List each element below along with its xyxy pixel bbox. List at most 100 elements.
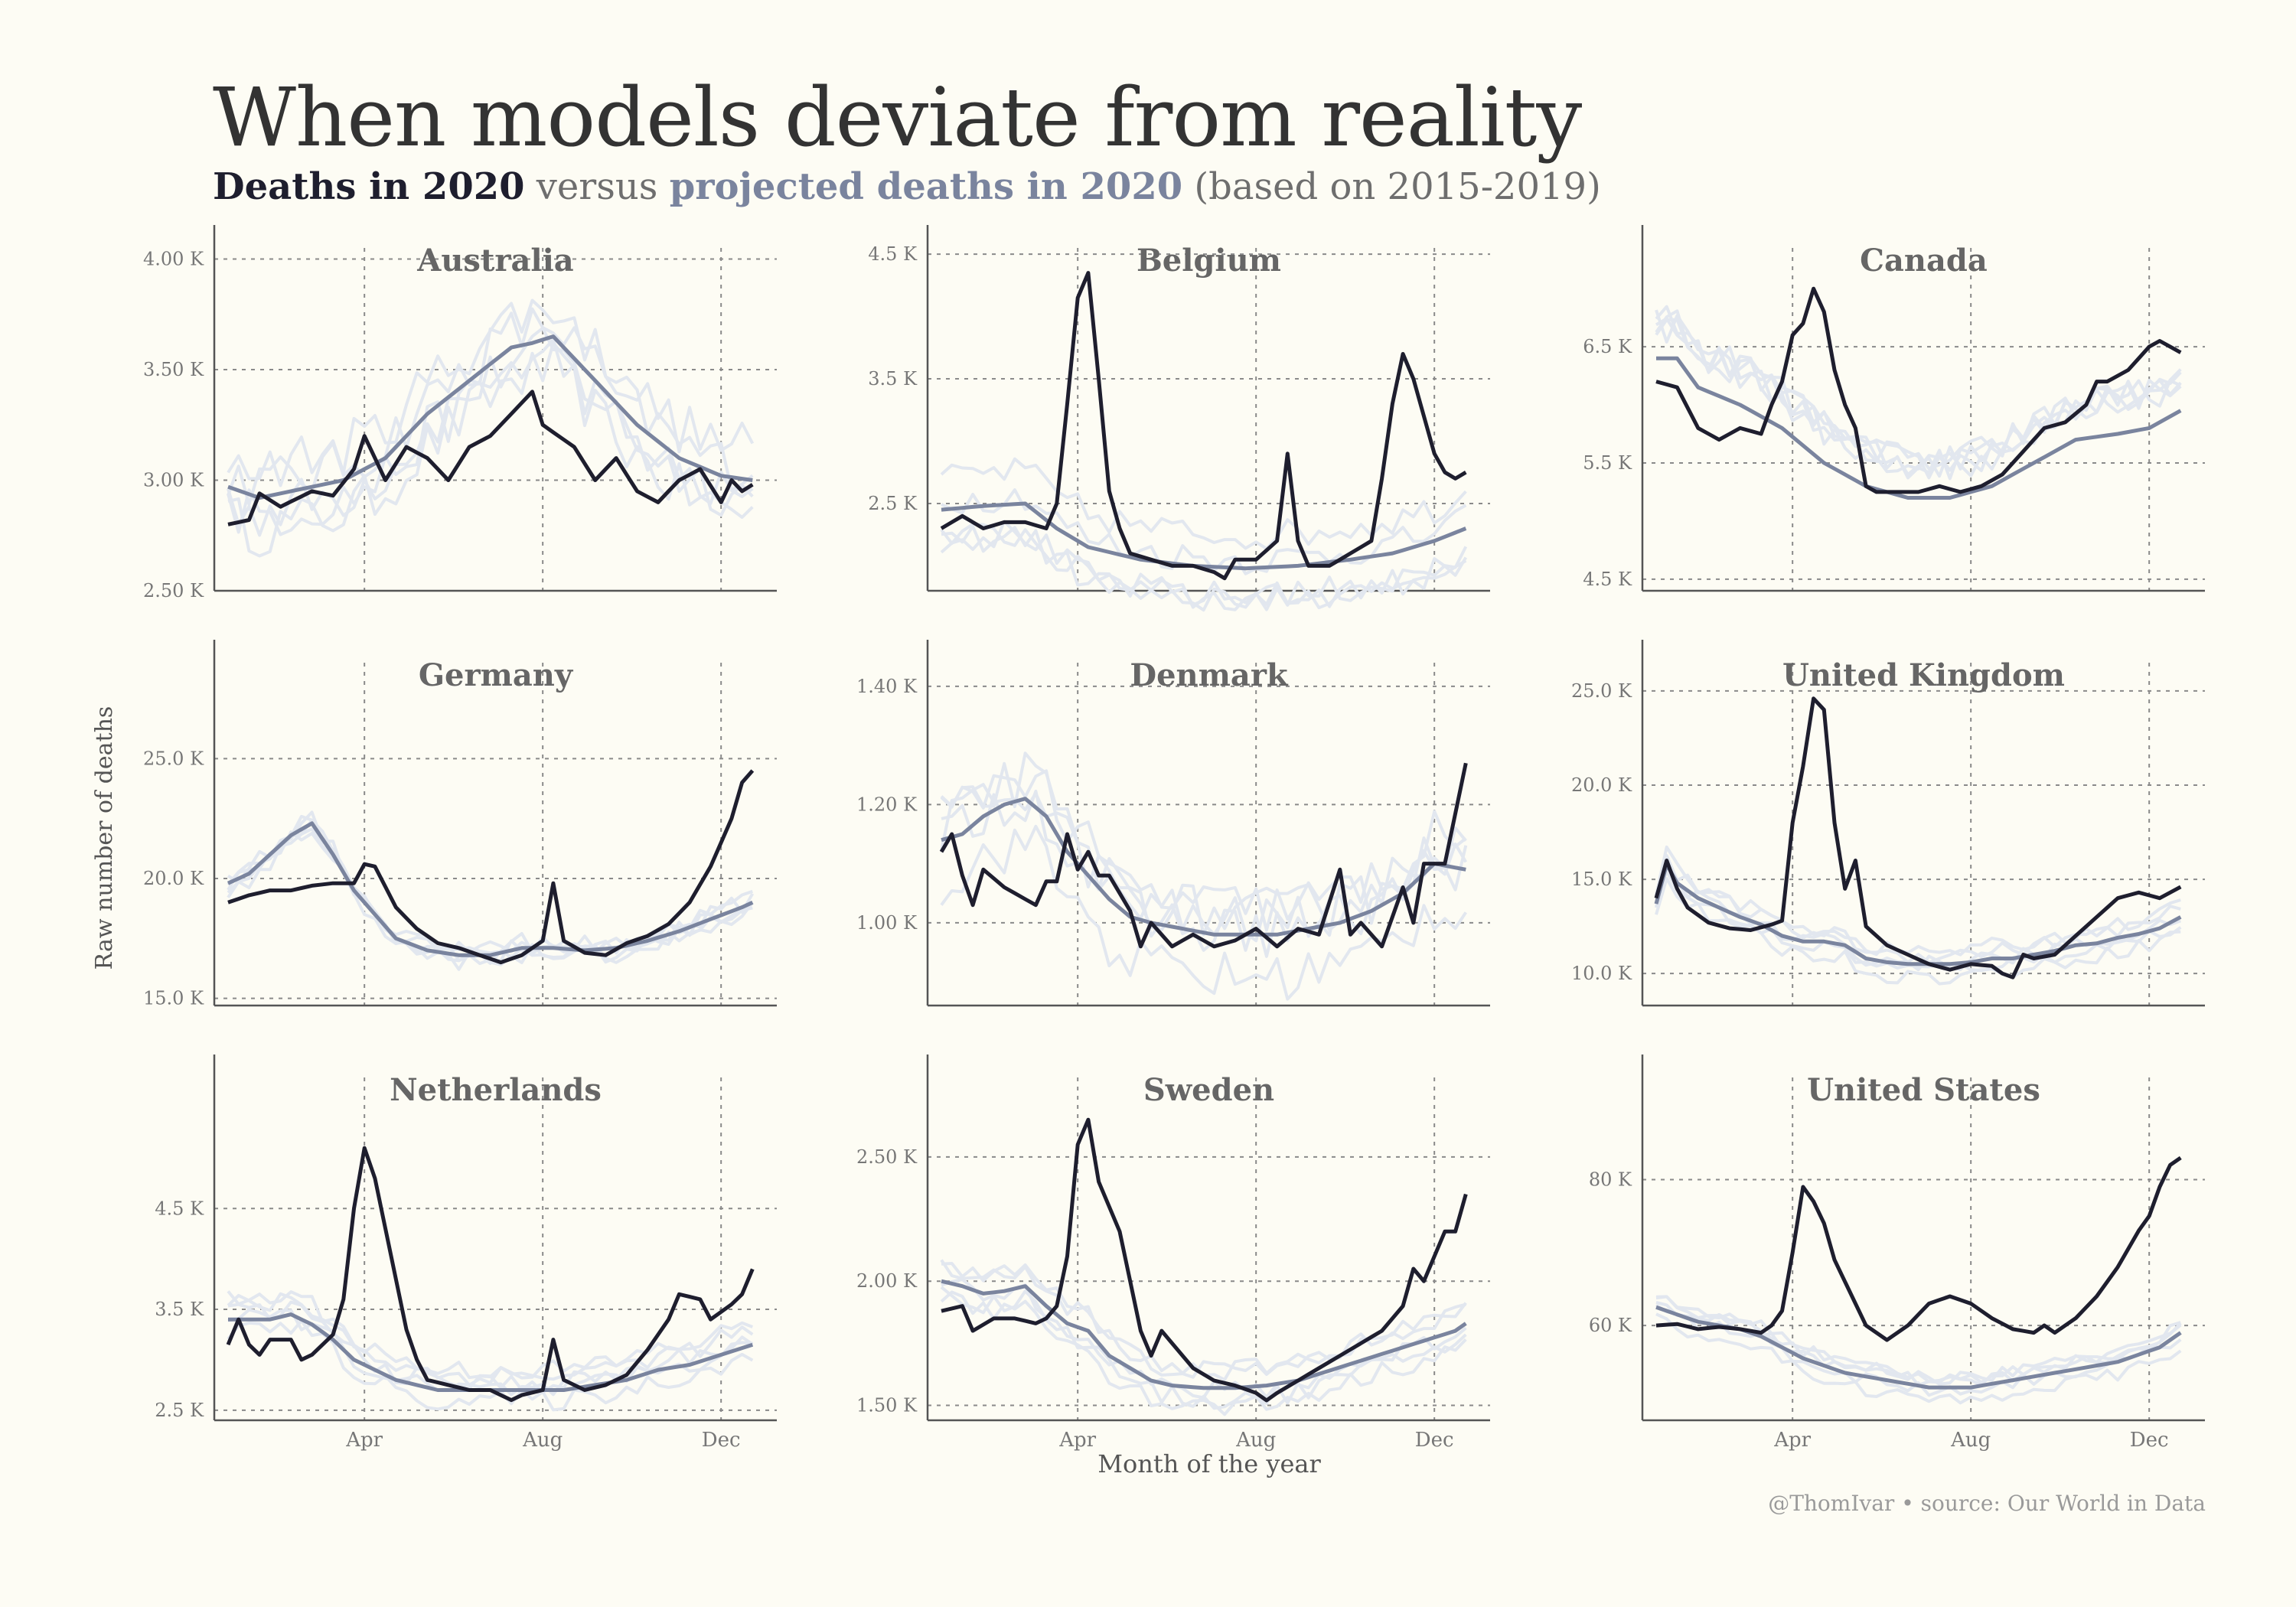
y-tick-label: 3.50 K	[143, 359, 204, 380]
history-line	[1655, 845, 2181, 957]
actual-deaths-line	[941, 1117, 1468, 1403]
y-tick-label: 60 K	[1589, 1315, 1632, 1336]
history-line	[227, 827, 753, 966]
source-caption: @ThomIvar • source: Our World in Data	[1768, 1491, 2206, 1516]
history-line	[1655, 305, 2182, 478]
panel-title: United States	[1807, 1072, 2040, 1108]
panel-united-states: 60 K 80 K Apr Aug Dec United States	[1589, 1054, 2205, 1452]
panel-title: Netherlands	[390, 1072, 602, 1108]
y-tick-label: 1.50 K	[856, 1395, 918, 1416]
y-tick-label: 3.00 K	[143, 469, 204, 491]
actual-deaths-line	[939, 762, 1468, 949]
panel-title: Canada	[1860, 243, 1988, 279]
history-line	[227, 341, 754, 558]
y-tick-label: 20.0 K	[1571, 774, 1632, 796]
panel-title: Germany	[419, 657, 574, 693]
panel-australia: 2.50 K 3.00 K 3.50 K 4.00 K Australia	[143, 225, 777, 601]
actual-deaths-line	[227, 390, 754, 526]
y-tick-label: 4.00 K	[143, 248, 204, 269]
x-tick-label: Dec	[1415, 1429, 1454, 1452]
history-line	[940, 1259, 1466, 1379]
panel-title: United Kingdom	[1782, 657, 2065, 693]
history-line	[227, 830, 754, 971]
panel-belgium: 2.5 K 3.5 K 4.5 K Belgium	[868, 225, 1490, 612]
panel-united-kingdom: 10.0 K 15.0 K 20.0 K 25.0 K United Kingdom	[1571, 640, 2205, 1007]
y-tick-label: 3.5 K	[868, 368, 918, 390]
x-axis-label: Month of the year	[1097, 1449, 1321, 1478]
history-line	[940, 1286, 1467, 1410]
panel-title: Belgium	[1137, 243, 1281, 279]
y-tick-label: 1.40 K	[856, 676, 918, 697]
x-tick-label: Aug	[1950, 1429, 1991, 1452]
y-tick-label: 1.00 K	[856, 912, 918, 934]
y-tick-label: 4.5 K	[155, 1198, 204, 1219]
y-tick-label: 2.50 K	[856, 1146, 918, 1168]
actual-deaths-line	[940, 271, 1467, 581]
y-tick-label: 4.5 K	[1583, 569, 1632, 590]
history-line	[940, 457, 1467, 550]
y-tick-label: 1.20 K	[856, 794, 918, 815]
y-tick-label: 3.5 K	[155, 1299, 204, 1320]
y-tick-label: 10.0 K	[1571, 963, 1632, 984]
panel-canada: 4.5 K 5.5 K 6.5 K Canada	[1583, 225, 2205, 592]
y-tick-label: 6.5 K	[1583, 336, 1632, 357]
history-line	[227, 1319, 754, 1412]
panel-title: Australia	[416, 243, 573, 279]
panel-germany: 15.0 K 20.0 K 25.0 K Germany	[143, 640, 777, 1009]
y-tick-label: 5.5 K	[1583, 452, 1632, 474]
history-line	[227, 298, 755, 487]
y-tick-label: 15.0 K	[1571, 869, 1632, 890]
y-tick-label: 25.0 K	[1571, 680, 1632, 702]
history-line	[227, 1300, 754, 1394]
history-line	[1655, 317, 2182, 478]
history-line	[1655, 876, 2181, 986]
history-line	[940, 1290, 1467, 1416]
y-tick-label: 2.5 K	[868, 493, 918, 514]
subtitle-projected-series: projected deaths in 2020	[669, 165, 1183, 208]
x-tick-label: Dec	[702, 1429, 741, 1452]
history-line	[1655, 854, 2181, 964]
history-line	[940, 783, 1468, 943]
history-line	[1655, 1295, 2182, 1384]
y-tick-label: 15.0 K	[143, 988, 204, 1009]
actual-deaths-line	[226, 1146, 755, 1403]
y-tick-label: 2.50 K	[143, 580, 204, 601]
actual-deaths-line	[1655, 1156, 2182, 1342]
history-line	[227, 1292, 754, 1387]
x-tick-label: Aug	[1235, 1429, 1276, 1452]
y-tick-label: 25.0 K	[143, 748, 204, 769]
y-tick-label: 4.5 K	[868, 243, 918, 265]
history-line	[940, 520, 1468, 611]
subtitle-actual-series: Deaths in 2020	[213, 165, 525, 208]
projected-deaths-line	[941, 501, 1467, 571]
y-tick-label: 2.5 K	[155, 1400, 204, 1421]
chart-subtitle: Deaths in 2020 versus projected deaths i…	[213, 165, 1601, 208]
y-tick-label: 80 K	[1589, 1169, 1632, 1190]
x-tick-label: Aug	[522, 1429, 563, 1452]
projected-deaths-line	[1656, 356, 2182, 500]
projected-deaths-line	[227, 334, 753, 500]
x-tick-label: Apr	[345, 1429, 383, 1452]
panel-netherlands: 2.5 K 3.5 K 4.5 K Apr Aug Dec Netherlands	[155, 1054, 777, 1452]
subtitle-baseline: (based on 2015-2019)	[1182, 165, 1601, 208]
panel-title: Denmark	[1130, 657, 1289, 693]
projected-deaths-line	[941, 797, 1466, 937]
history-line	[1655, 1295, 2181, 1386]
history-line	[227, 337, 754, 536]
actual-deaths-line	[227, 769, 755, 965]
history-line	[227, 326, 754, 537]
history-line	[1655, 1312, 2182, 1405]
x-tick-label: Apr	[1773, 1429, 1811, 1452]
y-tick-label: 20.0 K	[143, 868, 204, 889]
panel-sweden: 1.50 K 2.00 K 2.50 K Apr Aug Dec Sweden	[856, 1054, 1490, 1452]
actual-deaths-line	[1655, 286, 2182, 494]
panel-title: Sweden	[1143, 1072, 1274, 1108]
history-line	[940, 824, 1467, 1001]
history-line	[1655, 309, 2182, 471]
panel-denmark: 1.00 K 1.20 K 1.40 K Denmark	[856, 640, 1490, 1007]
projected-deaths-line	[227, 821, 754, 957]
history-line	[940, 769, 1467, 932]
x-tick-label: Dec	[2130, 1429, 2169, 1452]
y-axis-label: Raw number of deaths	[91, 706, 118, 970]
